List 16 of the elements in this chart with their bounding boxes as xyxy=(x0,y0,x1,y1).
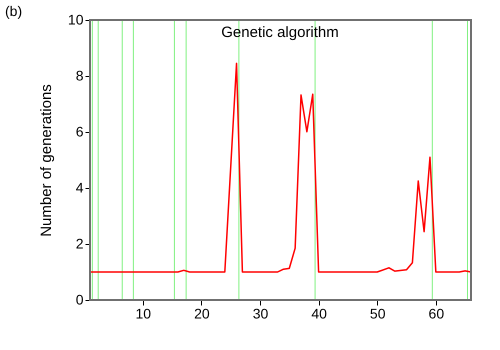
line-series xyxy=(89,62,472,273)
y-tick-label: 8 xyxy=(76,68,84,84)
x-tick-label: 60 xyxy=(428,306,444,322)
y-tick-label: 4 xyxy=(76,180,84,196)
x-tick-label: 20 xyxy=(194,306,210,322)
y-tick-label: 2 xyxy=(76,236,84,252)
x-tick-label: 40 xyxy=(311,306,328,322)
x-tick-label: 10 xyxy=(135,306,152,322)
y-tick-label: 6 xyxy=(76,124,84,140)
text: (b) xyxy=(5,3,22,19)
y-tick-label: 10 xyxy=(68,12,84,28)
y-axis-title: Number of generations xyxy=(38,84,55,237)
y-tick-label: 0 xyxy=(76,292,84,308)
x-tick-label: 30 xyxy=(252,306,268,322)
annotation: Genetic algorithm xyxy=(221,24,339,41)
x-tick-label: 50 xyxy=(370,306,386,322)
